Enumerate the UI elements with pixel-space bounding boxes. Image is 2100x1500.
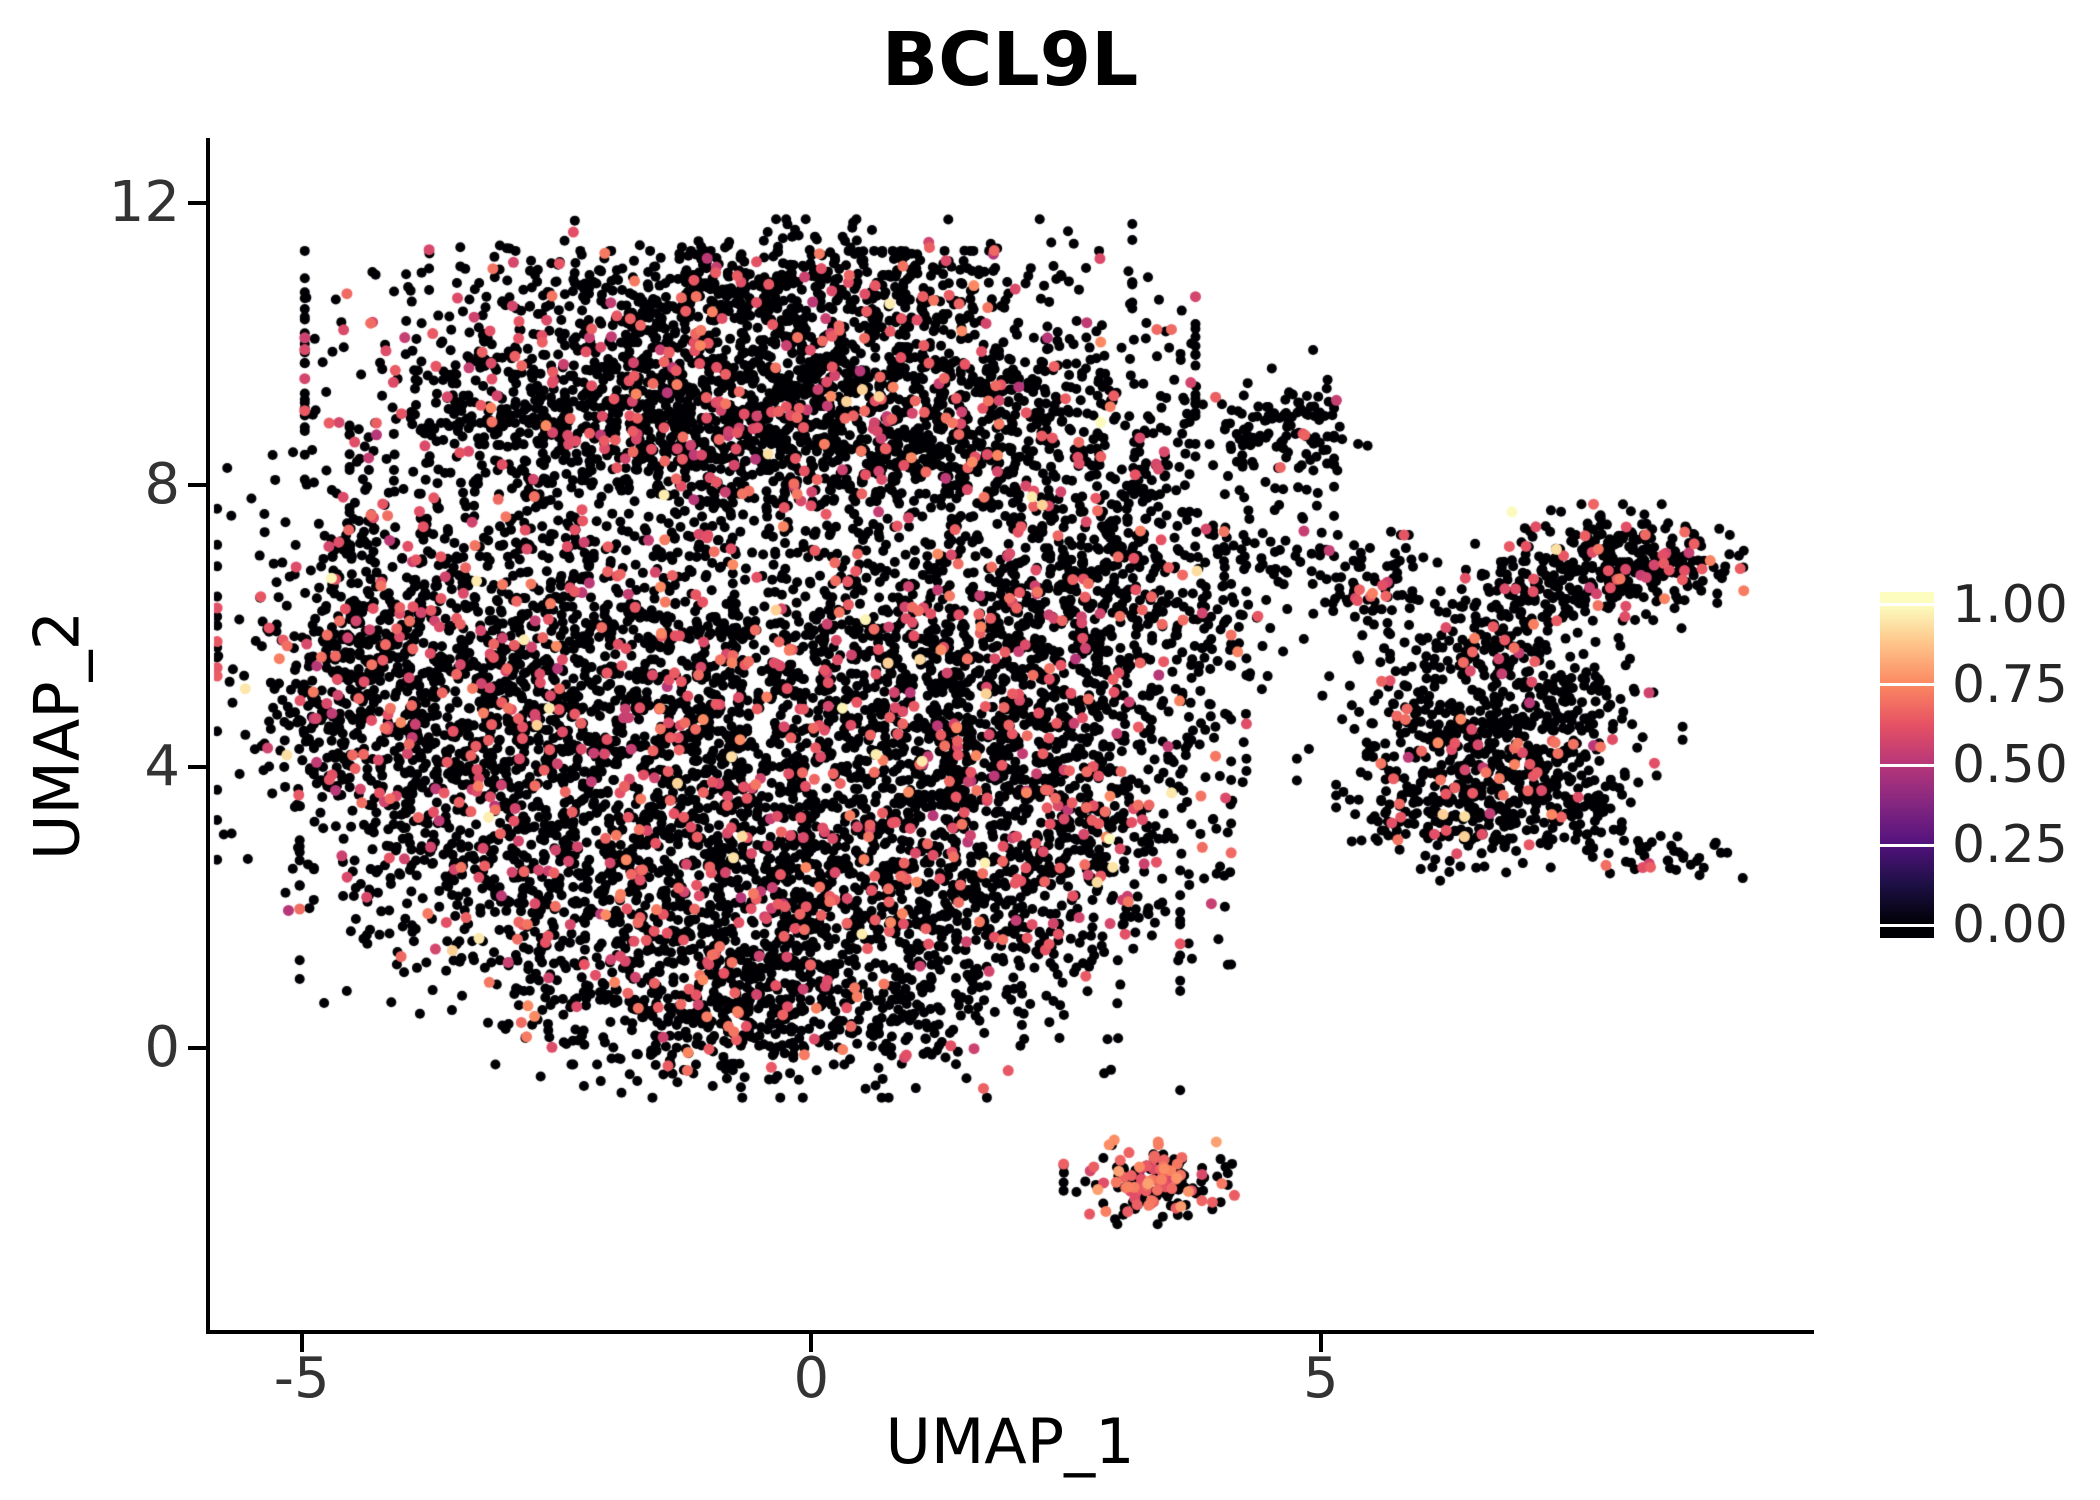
colorbar: 1.00 0.75 0.50 0.25 0.00	[1880, 575, 2100, 955]
y-tick-label: 12	[108, 170, 180, 236]
colorbar-tick-mark	[1880, 843, 1934, 847]
y-tick-label: 0	[144, 1015, 180, 1081]
colorbar-tick-label: 0.75	[1952, 654, 2068, 715]
colorbar-tick-label: 0.25	[1952, 815, 2068, 876]
x-axis-label: UMAP_1	[885, 1405, 1135, 1478]
colorbar-tick-mark	[1880, 763, 1934, 767]
x-tick-label: -5	[273, 1346, 330, 1411]
colorbar-tick-mark	[1880, 923, 1934, 927]
y-tick-label: 8	[144, 452, 180, 518]
colorbar-tick-label: 1.00	[1952, 574, 2068, 635]
y-tick-label: 4	[144, 733, 180, 799]
y-tick-mark	[188, 764, 206, 769]
plot-title: BCL9L	[881, 17, 1139, 103]
y-axis-line	[206, 138, 210, 1334]
colorbar-tick-mark	[1880, 683, 1934, 687]
colorbar-tick-label: 0.50	[1952, 735, 2068, 795]
x-tick-mark	[1318, 1334, 1323, 1352]
y-tick-mark	[188, 201, 206, 206]
x-tick-mark	[809, 1334, 814, 1352]
x-tick-label: 0	[793, 1346, 830, 1411]
colorbar-gradient	[1880, 592, 1934, 938]
x-tick-label: 5	[1302, 1346, 1339, 1411]
colorbar-tick-label: 0.00	[1952, 895, 2068, 956]
colorbar-tick-mark	[1880, 603, 1934, 607]
x-axis-line	[206, 1330, 1814, 1334]
y-tick-mark	[188, 1046, 206, 1051]
x-tick-mark	[299, 1334, 304, 1352]
y-tick-mark	[188, 483, 206, 488]
